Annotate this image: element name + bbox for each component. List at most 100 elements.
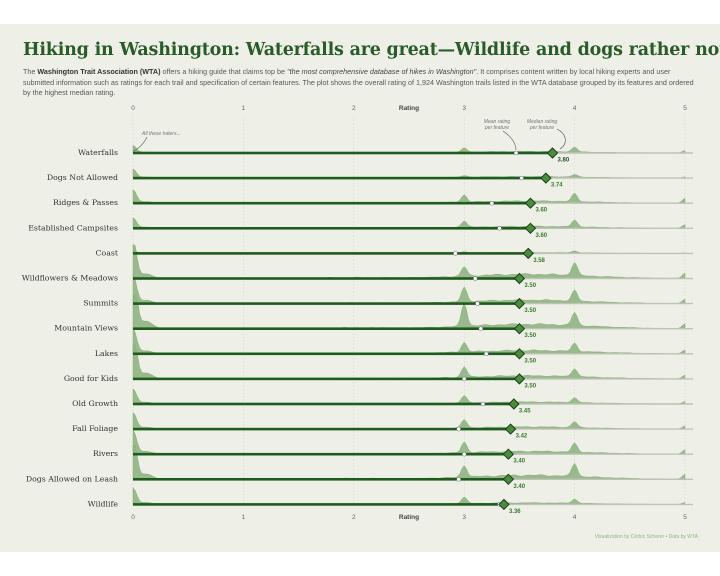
median-point xyxy=(513,322,526,335)
ridge-row: 3.50 Summits xyxy=(83,274,693,314)
density-ridge xyxy=(132,189,686,204)
median-bar xyxy=(133,452,509,456)
feature-label: Dogs Not Allowed xyxy=(47,173,118,182)
density-ridge xyxy=(132,411,686,430)
median-label: 3.36 xyxy=(509,509,521,515)
mean-point xyxy=(497,226,502,231)
density-ridge xyxy=(132,217,686,229)
mean-annotation-line2: per feature xyxy=(484,125,509,131)
median-annotation-line2: per feature xyxy=(529,125,554,131)
mean-arrow xyxy=(502,130,517,151)
ridge-row: 3.60 Ridges & Passes xyxy=(53,189,693,214)
median-label: 3.50 xyxy=(524,358,536,364)
median-bar xyxy=(133,176,546,180)
median-label: 3.50 xyxy=(524,333,536,339)
median-bar xyxy=(133,427,511,431)
subtitle-organization: Washington Trait Association (WTA) xyxy=(37,67,161,76)
mean-point xyxy=(484,351,489,357)
feature-label: Good for Kids xyxy=(64,374,118,383)
feature-label: Lakes xyxy=(95,349,118,358)
median-point xyxy=(524,222,537,235)
median-point xyxy=(502,473,515,486)
feature-label: Mountain Views xyxy=(54,324,118,333)
density-ridge xyxy=(132,388,686,405)
median-label: 3.50 xyxy=(524,308,536,314)
mean-point xyxy=(453,251,458,256)
feature-label: Fall Foliage xyxy=(72,424,118,433)
median-label: 3.80 xyxy=(558,158,570,164)
median-label: 3.60 xyxy=(535,208,547,214)
mean-point xyxy=(513,150,519,156)
x-tick-label-bottom: 5 xyxy=(683,514,687,521)
median-point xyxy=(522,247,534,260)
mean-point xyxy=(472,276,478,281)
ridge-row: 3.80 Waterfalls xyxy=(78,145,693,164)
median-point xyxy=(513,297,526,310)
ridge-row: 3.58 Coast xyxy=(96,247,693,264)
x-tick-label-bottom: 1 xyxy=(242,514,246,521)
median-label: 3.74 xyxy=(551,183,563,189)
x-tick-label-top: 0 xyxy=(131,105,135,112)
median-bar xyxy=(133,503,504,506)
annotations: All these haters... Mean rating per feat… xyxy=(132,119,566,152)
median-label: 3.50 xyxy=(524,383,536,389)
feature-label: Ridges & Passes xyxy=(53,198,118,207)
ridge-row: 3.50 Wildflowers & Meadows xyxy=(22,244,693,289)
ridge-row: 3.50 Lakes xyxy=(95,327,693,364)
mean-annotation-line1: Mean rating xyxy=(484,119,511,125)
median-bar xyxy=(133,478,509,481)
ridge-row: 3.60 Established Campsites xyxy=(28,217,693,239)
feature-label: Waterfalls xyxy=(78,148,118,157)
ridge-row: 3.40 Rivers xyxy=(93,429,693,465)
ridge-row: 3.45 Old Growth xyxy=(72,388,693,415)
ridge-row: 3.36 Wildlife xyxy=(88,487,693,515)
feature-label: Dogs Allowed on Leash xyxy=(26,474,118,483)
median-point xyxy=(513,348,526,360)
density-ridge xyxy=(132,244,686,279)
density-ridge xyxy=(132,429,686,455)
feature-label: Established Campsites xyxy=(28,223,118,232)
subtitle-claim: offers a hiking guide that claims top be xyxy=(160,67,288,76)
chart-panel xyxy=(0,24,720,552)
density-ridge xyxy=(132,487,686,505)
median-arrow xyxy=(556,128,566,150)
median-point xyxy=(498,498,510,511)
median-bar xyxy=(133,252,529,255)
median-bar xyxy=(133,277,520,280)
ridge-row: 3.50 Mountain Views xyxy=(54,294,693,339)
mean-point xyxy=(519,175,524,181)
median-bar xyxy=(133,151,553,155)
x-tick-label-top: 3 xyxy=(462,105,466,112)
mean-point xyxy=(456,477,461,482)
mean-point xyxy=(461,451,467,457)
ridge-row: 3.50 Good for Kids xyxy=(64,344,693,389)
median-point xyxy=(513,373,526,385)
median-label: 3.50 xyxy=(524,283,536,289)
density-ridge xyxy=(132,327,686,354)
chart-caption: Visualization by Cédric Scherer • Data b… xyxy=(594,534,698,540)
x-tick-label-bottom: 3 xyxy=(462,514,466,521)
median-bar xyxy=(133,302,520,305)
subtitle-description: . It comprises content written by local … xyxy=(23,67,694,97)
subtitle-quote: "the most comprehensive database of hike… xyxy=(287,67,477,76)
median-point xyxy=(540,172,552,184)
median-bar xyxy=(133,227,531,230)
density-ridge xyxy=(132,344,686,380)
x-tick-label-top: 4 xyxy=(573,105,577,112)
median-label: 3.58 xyxy=(533,258,545,264)
median-point xyxy=(502,448,515,460)
x-axis-label-top: Rating xyxy=(399,105,419,112)
mean-point xyxy=(461,376,467,382)
chart-title: Hiking in Washington: Waterfalls are gre… xyxy=(23,40,720,60)
x-tick-label-top: 5 xyxy=(683,105,687,112)
ridge-row: 3.40 Dogs Allowed on Leash xyxy=(26,445,693,490)
density-ridge xyxy=(132,445,686,480)
feature-label: Wildflowers & Meadows xyxy=(22,274,118,283)
median-point xyxy=(513,272,526,285)
feature-label: Wildlife xyxy=(88,499,119,508)
mean-point xyxy=(480,401,486,407)
x-tick-label-bottom: 0 xyxy=(131,514,135,521)
median-point xyxy=(508,398,520,410)
chart-subtitle: The Washington Trait Association (WTA) o… xyxy=(23,67,699,99)
